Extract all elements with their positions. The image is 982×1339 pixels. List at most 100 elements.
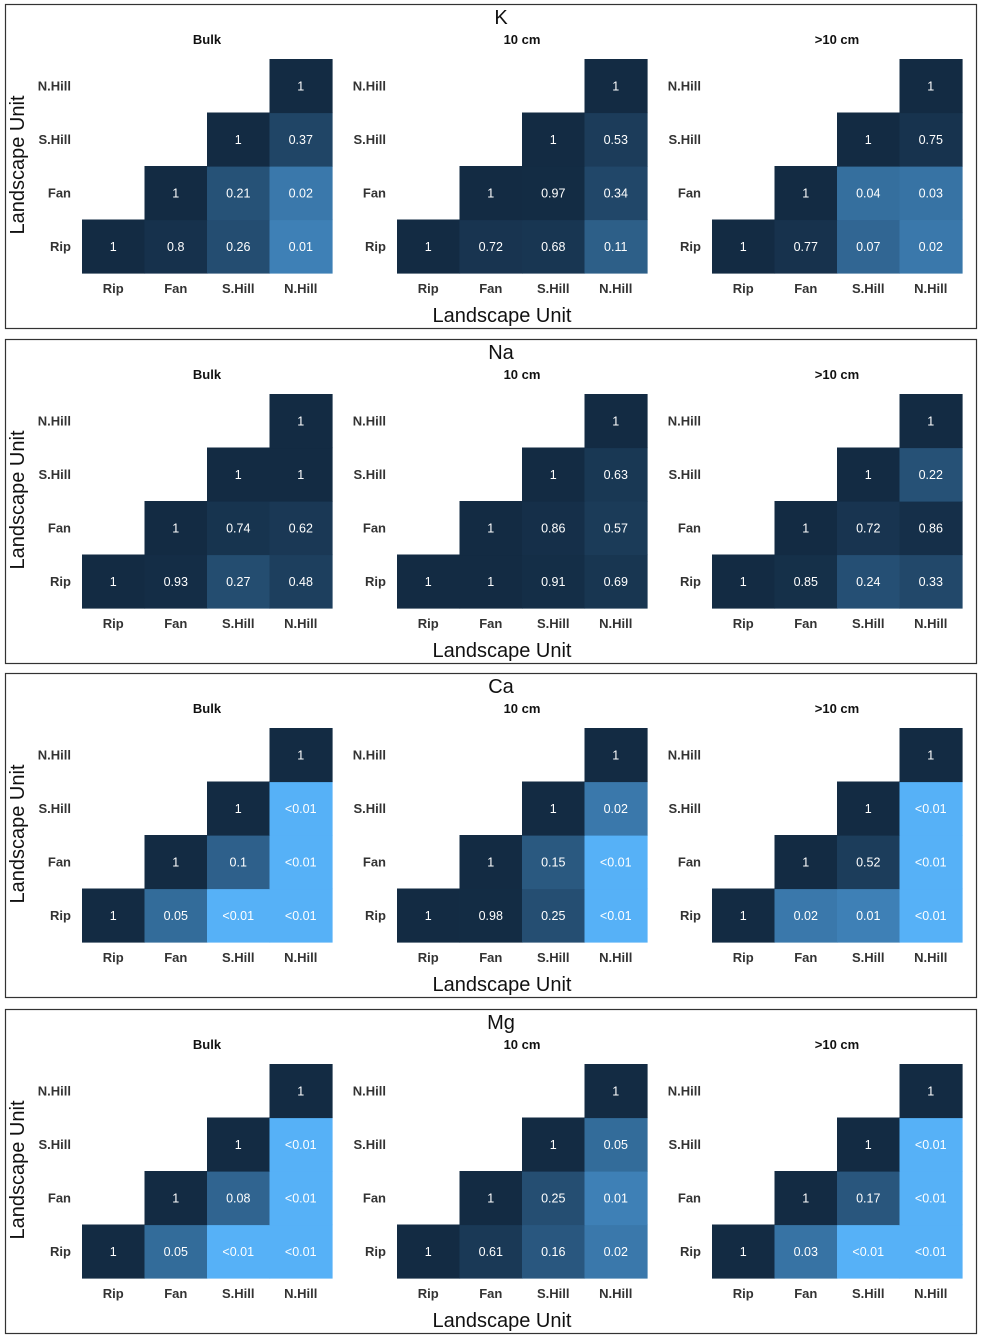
x-tick-label: N.Hill — [284, 1286, 317, 1301]
y-tick-label: S.Hill — [353, 1137, 386, 1152]
y-tick-label: Rip — [365, 1244, 386, 1259]
heatmap-cell — [774, 1224, 838, 1279]
cell-label: 0.8 — [167, 240, 184, 254]
x-tick-label: Fan — [164, 950, 187, 965]
cell-label: 1 — [612, 414, 619, 428]
heatmap-cell — [584, 728, 648, 783]
y-tick-label: Fan — [48, 1190, 71, 1205]
cell-label: 0.33 — [919, 575, 943, 589]
heatmap-cell — [522, 554, 586, 609]
cell-label: 1 — [110, 909, 117, 923]
cell-label: 1 — [425, 1245, 432, 1259]
y-tick-label: Fan — [48, 854, 71, 869]
heatmap-cell — [774, 1171, 838, 1226]
y-tick-label: N.Hill — [668, 1083, 701, 1098]
heatmap-cell — [144, 219, 208, 274]
heatmap-cell — [774, 219, 838, 274]
heatmap-cell — [899, 501, 963, 556]
x-tick-label: S.Hill — [222, 950, 255, 965]
cell-label: 1 — [297, 748, 304, 762]
cell-label: 0.01 — [289, 240, 313, 254]
y-tick-label: Fan — [678, 854, 701, 869]
cell-label: 1 — [425, 575, 432, 589]
heatmap-cell — [522, 166, 586, 221]
x-tick-label: N.Hill — [914, 616, 947, 631]
cell-label: 1 — [927, 748, 934, 762]
cell-label: 1 — [487, 1191, 494, 1205]
cell-label: 0.97 — [541, 186, 565, 200]
facet-2: >10 cm 1 0.02 0.01 <0.01 1 0.52 <0.01 1 <0.01 1 Rip… — [668, 701, 963, 965]
x-tick-label: Rip — [733, 950, 754, 965]
y-tick-label: Rip — [680, 239, 701, 254]
heatmap-cell — [207, 112, 271, 167]
heatmap-cell — [837, 554, 901, 609]
x-tick-label: Fan — [794, 281, 817, 296]
facet-1: 10 cm 1 1 0.91 0.69 1 0.86 0.57 1 0.63 1 Rip Fan S.Hi… — [353, 367, 648, 631]
cell-label: <0.01 — [285, 855, 317, 869]
y-tick-label: Fan — [48, 520, 71, 535]
cell-label: 1 — [235, 802, 242, 816]
facet-title: 10 cm — [504, 32, 541, 47]
cell-label: 1 — [802, 855, 809, 869]
x-tick-label: Fan — [479, 616, 502, 631]
heatmap-cell — [207, 1171, 271, 1226]
x-tick-label: N.Hill — [914, 281, 947, 296]
heatmap-cell — [774, 554, 838, 609]
cell-label: 0.86 — [919, 521, 943, 535]
x-tick-label: Rip — [418, 281, 439, 296]
heatmap-cell — [207, 1224, 271, 1279]
cell-label: 1 — [297, 1084, 304, 1098]
y-tick-label: S.Hill — [38, 467, 71, 482]
heatmap-cell — [837, 501, 901, 556]
heatmap-cell — [774, 835, 838, 890]
heatmap-cell — [899, 1171, 963, 1226]
cell-label: 1 — [487, 521, 494, 535]
cell-label: 0.02 — [289, 186, 313, 200]
y-tick-label: S.Hill — [668, 467, 701, 482]
panel-k: K Landscape Unit Landscape Unit Bulk 1 0.8 0.2… — [4, 3, 978, 330]
heatmap-cell — [899, 835, 963, 890]
cell-label: 1 — [802, 521, 809, 535]
y-tick-label: S.Hill — [38, 801, 71, 816]
cell-label: 0.17 — [856, 1191, 880, 1205]
y-tick-label: S.Hill — [668, 1137, 701, 1152]
cell-label: <0.01 — [600, 909, 632, 923]
y-tick-label: Rip — [50, 239, 71, 254]
heatmap-cell — [899, 554, 963, 609]
cell-label: 1 — [612, 1084, 619, 1098]
heatmap-cell — [144, 166, 208, 221]
heatmap-cell — [207, 166, 271, 221]
heatmap-cell — [269, 781, 333, 836]
facet-1: 10 cm 1 0.72 0.68 0.11 1 0.97 0.34 1 0.53 1 Rip Fan S… — [353, 32, 648, 296]
heatmap-cell — [269, 1171, 333, 1226]
x-tick-label: Fan — [164, 1286, 187, 1301]
x-tick-label: Rip — [103, 281, 124, 296]
cell-label: 1 — [235, 133, 242, 147]
heatmap-cell — [269, 1224, 333, 1279]
cell-label: 0.02 — [794, 909, 818, 923]
heatmap-cell — [899, 888, 963, 943]
heatmap-cell — [82, 888, 146, 943]
heatmap-cell — [397, 1224, 461, 1279]
cell-label: 1 — [865, 802, 872, 816]
cell-label: 1 — [802, 1191, 809, 1205]
cell-label: 1 — [865, 133, 872, 147]
heatmap-cell — [522, 835, 586, 890]
heatmap-cell — [82, 1224, 146, 1279]
y-tick-label: Fan — [363, 1190, 386, 1205]
cell-label: 1 — [740, 909, 747, 923]
heatmap-cell — [899, 112, 963, 167]
heatmap-cell — [459, 835, 523, 890]
heatmap-cell — [82, 219, 146, 274]
facet-title: Bulk — [193, 701, 222, 716]
heatmap-cell — [899, 166, 963, 221]
x-tick-label: Rip — [733, 1286, 754, 1301]
cell-label: 1 — [927, 79, 934, 93]
panel-mg: Mg Landscape Unit Landscape Unit Bulk 1 0.05 <… — [4, 1008, 978, 1335]
cell-label: 1 — [487, 186, 494, 200]
cell-label: 0.1 — [230, 855, 247, 869]
heatmap-cell — [269, 166, 333, 221]
x-tick-label: Fan — [164, 616, 187, 631]
cell-label: 0.53 — [604, 133, 628, 147]
heatmap-cell — [207, 781, 271, 836]
